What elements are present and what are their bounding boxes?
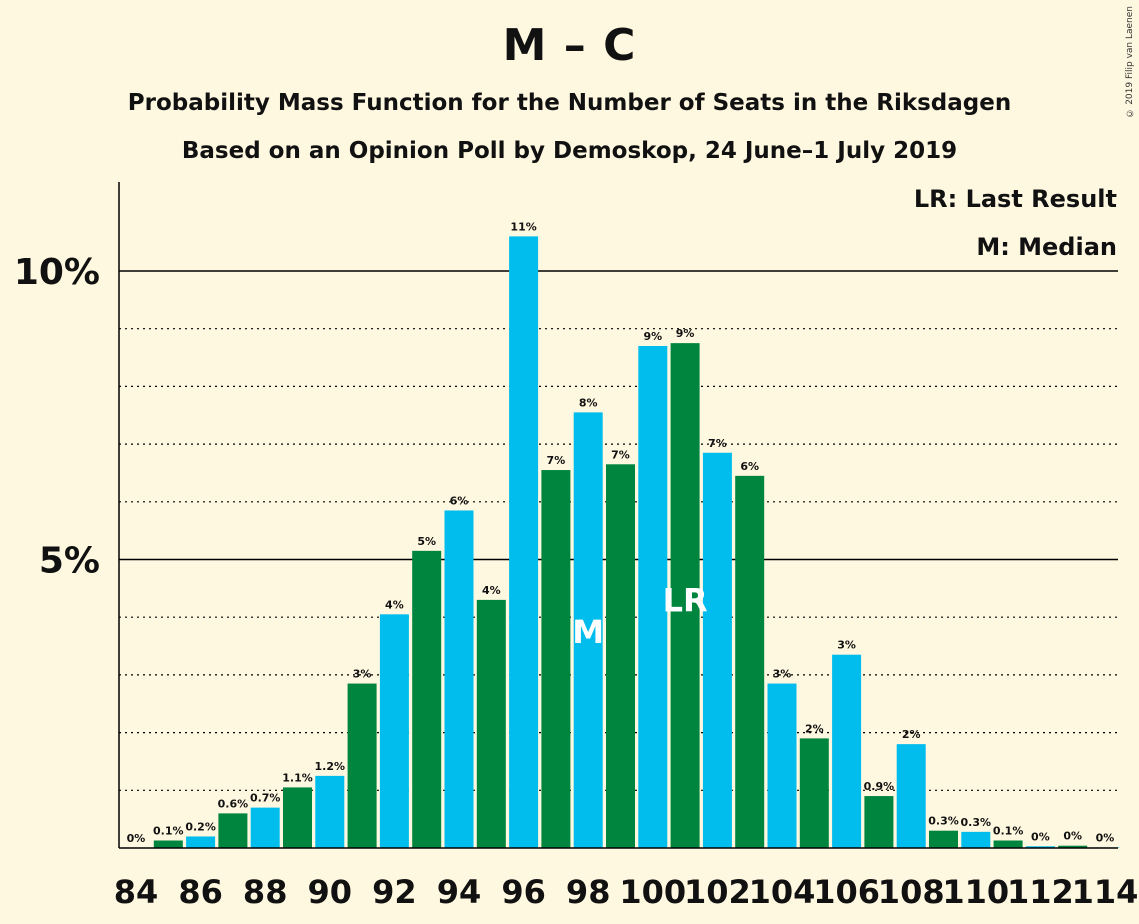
x-tick-label: 112 bbox=[1007, 873, 1074, 911]
bar-seat-112 bbox=[1025, 846, 1055, 848]
bar-data-label: 0% bbox=[1031, 830, 1050, 843]
bar-seat-106 bbox=[832, 654, 862, 848]
x-tick-label: 84 bbox=[114, 873, 159, 911]
bar-seat-102 bbox=[702, 452, 732, 848]
bar-seat-91 bbox=[347, 683, 377, 848]
bar-data-label: 7% bbox=[708, 437, 727, 450]
bar-data-label: 2% bbox=[902, 728, 921, 741]
x-tick-label: 114 bbox=[1072, 873, 1139, 911]
chart-subtitle: Probability Mass Function for the Number… bbox=[127, 90, 1012, 116]
bar-data-label: 0.3% bbox=[928, 815, 959, 828]
bar-data-label: 0% bbox=[1096, 831, 1115, 844]
x-tick-label: 96 bbox=[501, 873, 546, 911]
bar-data-label: 4% bbox=[482, 584, 501, 597]
bar-seat-96 bbox=[509, 236, 539, 848]
bar-data-label: 7% bbox=[611, 448, 630, 461]
chart-title: M – C bbox=[502, 20, 637, 71]
bar-seat-86 bbox=[186, 836, 216, 848]
bar-seat-95 bbox=[476, 599, 506, 848]
bar-seat-104 bbox=[767, 683, 797, 848]
bar-seat-98 bbox=[573, 412, 603, 848]
bar-data-label: 6% bbox=[740, 460, 759, 473]
bar-seat-88 bbox=[250, 807, 280, 848]
bar-data-label: 0.3% bbox=[961, 816, 992, 829]
bar-data-label: 0% bbox=[1063, 830, 1082, 843]
last-result-marker: LR bbox=[663, 581, 708, 619]
y-tick-label: 5% bbox=[39, 541, 100, 582]
bar-data-label: 0.2% bbox=[185, 820, 216, 833]
bar-seat-107 bbox=[864, 796, 894, 848]
bar-data-label: 0.1% bbox=[153, 824, 184, 837]
x-tick-label: 94 bbox=[437, 873, 482, 911]
bar-data-label: 0.9% bbox=[864, 780, 895, 793]
bar-data-label: 1.1% bbox=[282, 771, 313, 784]
x-tick-label: 92 bbox=[372, 873, 417, 911]
x-tick-label: 106 bbox=[813, 873, 880, 911]
bar-data-label: 11% bbox=[510, 220, 536, 233]
bar-data-label: 7% bbox=[547, 454, 566, 467]
chart-subtitle-poll: Based on an Opinion Poll by Demoskop, 24… bbox=[181, 138, 958, 164]
bar-data-label: 5% bbox=[417, 535, 436, 548]
bar-data-label: 8% bbox=[579, 396, 598, 409]
bar-seat-100 bbox=[638, 346, 668, 848]
bar-seat-103 bbox=[735, 475, 765, 848]
bar-seat-111 bbox=[993, 840, 1023, 848]
bar-seat-90 bbox=[315, 775, 345, 848]
bar-data-label: 6% bbox=[450, 494, 469, 507]
x-tick-label: 90 bbox=[308, 873, 353, 911]
bar-seat-89 bbox=[283, 787, 312, 848]
bar-seat-110 bbox=[961, 831, 991, 848]
bar-seat-85 bbox=[153, 840, 183, 848]
bar-seat-113 bbox=[1058, 845, 1088, 848]
bar-seat-93 bbox=[412, 550, 442, 848]
bar-data-label: 3% bbox=[353, 668, 372, 681]
bar-data-label: 0.6% bbox=[218, 797, 249, 810]
bar-seat-92 bbox=[379, 614, 409, 848]
x-tick-label: 104 bbox=[749, 873, 816, 911]
bar-data-label: 3% bbox=[837, 639, 856, 652]
y-tick-label: 10% bbox=[14, 252, 100, 293]
bar-seat-99 bbox=[606, 464, 635, 848]
legend-median: M: Median bbox=[976, 233, 1117, 261]
bar-seat-87 bbox=[218, 813, 248, 848]
bar-data-label: 2% bbox=[805, 722, 824, 735]
bar-seat-97 bbox=[541, 470, 571, 848]
bar-seat-109 bbox=[929, 830, 958, 848]
bar-seat-101 bbox=[670, 343, 700, 848]
x-tick-label: 88 bbox=[243, 873, 288, 911]
x-tick-label: 100 bbox=[619, 873, 686, 911]
bar-data-label: 1.2% bbox=[315, 760, 346, 773]
x-tick-label: 98 bbox=[566, 873, 611, 911]
bar-data-label: 9% bbox=[676, 327, 695, 340]
bar-data-label: 0.1% bbox=[993, 824, 1024, 837]
x-tick-label: 108 bbox=[878, 873, 945, 911]
bar-data-label: 3% bbox=[773, 668, 792, 681]
x-tick-label: 86 bbox=[178, 873, 223, 911]
bar-seat-94 bbox=[444, 510, 474, 848]
bar-data-label: 0% bbox=[127, 832, 146, 845]
x-tick-label: 102 bbox=[684, 873, 751, 911]
bar-data-label: 9% bbox=[643, 330, 662, 343]
legend-last-result: LR: Last Result bbox=[913, 185, 1117, 213]
bar-seat-105 bbox=[799, 738, 829, 848]
bar-data-label: 4% bbox=[385, 598, 404, 611]
median-marker: M bbox=[572, 613, 604, 651]
bar-seat-108 bbox=[896, 744, 926, 848]
bar-data-label: 0.7% bbox=[250, 792, 281, 805]
x-tick-label: 110 bbox=[942, 873, 1009, 911]
